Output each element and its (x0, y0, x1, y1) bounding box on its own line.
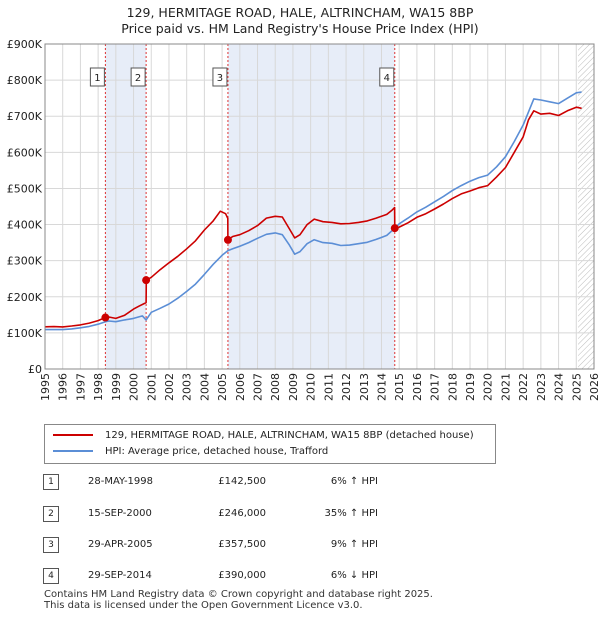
x-tick-label: 1999 (110, 373, 123, 401)
y-tick-label: £700K (7, 110, 43, 123)
transaction-hpi: 9% ↑ HPI (330, 539, 378, 550)
legend-label-property: 129, HERMITAGE ROAD, HALE, ALTRINCHAM, W… (105, 430, 474, 441)
chart-title: 129, HERMITAGE ROAD, HALE, ALTRINCHAM, W… (0, 5, 600, 37)
x-tick-label: 1995 (39, 373, 52, 401)
x-tick-label: 2009 (287, 373, 300, 401)
x-tick-label: 2007 (252, 373, 265, 401)
y-tick-label: £300K (7, 255, 43, 268)
transaction-point (390, 224, 399, 233)
shaded-period (227, 44, 395, 369)
transaction-marker-box (379, 67, 395, 87)
footer: Contains HM Land Registry data © Crown c… (44, 589, 433, 611)
transaction-point (223, 235, 232, 244)
property-series-line (44, 106, 582, 328)
x-tick-label: 2000 (128, 373, 141, 401)
hpi-series-line (44, 91, 582, 331)
legend-swatch-blue (53, 450, 93, 452)
transaction-marker-box (130, 67, 146, 87)
legend: 129, HERMITAGE ROAD, HALE, ALTRINCHAM, W… (44, 424, 496, 464)
chart-title-line2: Price paid vs. HM Land Registry's House … (121, 21, 479, 36)
x-tick-label: 1998 (92, 373, 105, 401)
x-tick-label: 2025 (570, 373, 583, 401)
x-tick-label: 2026 (588, 373, 600, 401)
transaction-number: 3 (43, 537, 59, 553)
legend-swatch-red (53, 434, 93, 436)
y-tick-label: £0 (28, 363, 42, 376)
footer-licence: This data is licensed under the Open Gov… (44, 600, 363, 611)
transaction-price: £246,000 (218, 508, 266, 519)
x-tick-label: 2011 (322, 373, 335, 401)
x-tick-label: 2019 (464, 373, 477, 401)
transaction-price: £142,500 (218, 476, 266, 487)
transaction-marker-label: 2 (135, 73, 141, 84)
x-tick-label: 2016 (411, 373, 424, 401)
y-tick-label: £600K (7, 146, 43, 159)
x-tick-label: 2006 (234, 373, 247, 401)
transaction-marker-label: 1 (94, 73, 100, 84)
table-row: 4 29-SEP-2014 £390,000 6% ↓ HPI (0, 566, 600, 586)
y-tick-label: £200K (7, 291, 43, 304)
x-tick-label: 2014 (375, 373, 388, 401)
legend-item-property: 129, HERMITAGE ROAD, HALE, ALTRINCHAM, W… (53, 429, 474, 443)
transaction-point (142, 276, 151, 285)
plot-border (44, 43, 595, 370)
x-tick-label: 2018 (446, 373, 459, 401)
table-row: 2 15-SEP-2000 £246,000 35% ↑ HPI (0, 504, 600, 524)
x-tick-label: 2008 (269, 373, 282, 401)
legend-label-hpi: HPI: Average price, detached house, Traf… (105, 446, 329, 457)
y-tick-label: £500K (7, 182, 43, 195)
x-tick-label: 2012 (340, 373, 353, 401)
transaction-hpi: 6% ↑ HPI (330, 476, 378, 487)
y-tick-label: £800K (7, 74, 43, 87)
x-tick-label: 2023 (535, 373, 548, 401)
transaction-date: 28-MAY-1998 (88, 476, 154, 487)
transaction-price: £390,000 (218, 570, 266, 581)
transaction-hpi: 6% ↓ HPI (330, 570, 378, 581)
transaction-price: £357,500 (218, 539, 266, 550)
x-tick-label: 2022 (517, 373, 530, 401)
table-row: 3 29-APR-2005 £357,500 9% ↑ HPI (0, 535, 600, 555)
x-tick-label: 2013 (358, 373, 371, 401)
transaction-date: 15-SEP-2000 (88, 508, 152, 519)
y-tick-label: £400K (7, 219, 43, 232)
footer-copyright: Contains HM Land Registry data © Crown c… (44, 589, 433, 600)
x-tick-label: 2020 (482, 373, 495, 401)
x-tick-label: 2015 (393, 373, 406, 401)
x-tick-label: 2002 (163, 373, 176, 401)
legend-item-hpi: HPI: Average price, detached house, Traf… (53, 445, 328, 459)
table-row: 1 28-MAY-1998 £142,500 6% ↑ HPI (0, 472, 600, 492)
x-tick-label: 2024 (553, 373, 566, 401)
price-chart: 1 2 3 4 £0 £100K £200K £300K £400K £500K £600K £700… (7, 38, 600, 401)
transaction-date: 29-SEP-2014 (88, 570, 152, 581)
y-tick-label: £900K (7, 38, 43, 51)
transaction-point (101, 313, 110, 322)
x-tick-label: 2005 (216, 373, 229, 401)
x-tick-label: 2001 (145, 373, 158, 401)
x-tick-label: 2021 (499, 373, 512, 401)
x-tick-label: 2004 (198, 373, 211, 401)
x-tick-label: 2017 (429, 373, 442, 401)
x-tick-label: 2010 (305, 373, 318, 401)
x-tick-label: 1996 (57, 373, 70, 401)
forecast-hatch (578, 44, 594, 369)
transaction-number: 1 (43, 474, 59, 490)
transaction-date: 29-APR-2005 (88, 539, 153, 550)
y-tick-label: £100K (7, 327, 43, 340)
chart-title-line1: 129, HERMITAGE ROAD, HALE, ALTRINCHAM, W… (126, 5, 474, 20)
transaction-number: 2 (43, 506, 59, 522)
transaction-marker-label: 3 (217, 73, 223, 84)
transaction-hpi: 35% ↑ HPI (324, 508, 378, 519)
x-tick-label: 2003 (181, 373, 194, 401)
transaction-number: 4 (43, 568, 59, 584)
transaction-marker-box (212, 67, 228, 87)
transaction-marker-label: 4 (384, 73, 390, 84)
x-tick-label: 1997 (74, 373, 87, 401)
transaction-marker-box (89, 67, 105, 87)
